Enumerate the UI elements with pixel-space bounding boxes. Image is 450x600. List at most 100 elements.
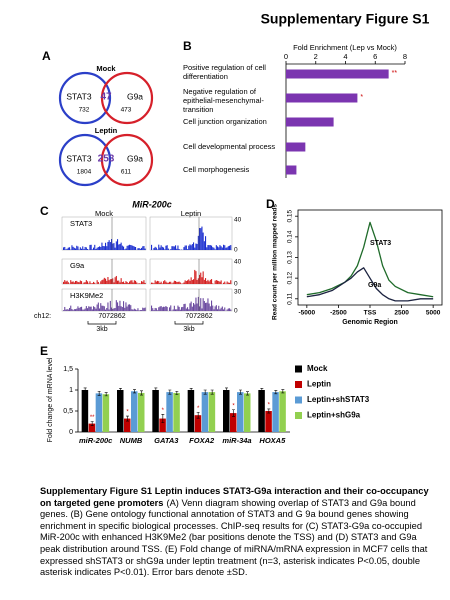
error-bar	[133, 389, 136, 394]
signal	[70, 280, 72, 284]
signal	[90, 244, 92, 250]
signal	[226, 247, 228, 250]
signal	[163, 306, 165, 311]
set-label: STAT3	[66, 91, 91, 101]
signal	[139, 309, 141, 311]
signal	[107, 302, 109, 311]
signal	[96, 280, 98, 284]
bar	[131, 391, 138, 432]
signal	[173, 280, 175, 284]
venn-circle	[58, 71, 112, 125]
signal	[219, 309, 221, 311]
bar	[102, 394, 110, 432]
signal	[190, 277, 192, 284]
signal	[165, 245, 167, 250]
bar	[286, 69, 389, 79]
category-label: Positive regulation of cell differentiat…	[183, 63, 266, 81]
signal	[114, 247, 116, 250]
signal	[71, 245, 73, 250]
signal	[189, 244, 191, 250]
track-frame	[149, 216, 233, 251]
signal	[66, 309, 68, 311]
signal	[77, 306, 79, 311]
signal	[224, 245, 226, 250]
signal	[175, 281, 177, 284]
error-bar	[210, 389, 214, 395]
signal	[218, 247, 220, 250]
signal	[152, 282, 154, 284]
y-tick-label: 1	[69, 387, 73, 394]
signal	[99, 246, 101, 250]
signal	[101, 280, 103, 284]
bar	[88, 423, 96, 432]
signal	[205, 302, 207, 311]
signal	[208, 245, 210, 250]
signal	[133, 308, 135, 311]
signal	[179, 282, 181, 284]
signal	[143, 280, 145, 284]
signal	[209, 245, 211, 250]
signal	[97, 281, 99, 284]
signal	[178, 281, 180, 284]
venn-circle	[100, 71, 154, 125]
signal	[126, 245, 128, 250]
track-name: G9a	[70, 261, 85, 270]
bar	[201, 392, 209, 432]
x-tick-label: FOXA2	[189, 436, 215, 445]
x-tick-label: 5000	[426, 310, 441, 317]
signal	[83, 282, 85, 284]
signal	[203, 301, 205, 311]
signal	[183, 304, 185, 311]
bar	[258, 390, 265, 432]
signal	[199, 228, 201, 250]
signal	[153, 310, 155, 311]
error-bar	[189, 388, 193, 392]
signal	[197, 296, 199, 311]
bar	[159, 418, 166, 432]
signal	[83, 309, 85, 311]
series-label: G9a	[368, 282, 381, 289]
signal	[171, 246, 173, 250]
signal	[226, 281, 228, 284]
signal	[85, 280, 87, 284]
y-tick-label: 0,5	[63, 408, 73, 415]
significance: *	[232, 403, 235, 409]
panel-label: E	[40, 344, 48, 358]
set-count: 732	[79, 107, 90, 114]
signal	[96, 304, 98, 311]
bar	[124, 418, 131, 432]
signal	[144, 248, 146, 250]
signal	[183, 247, 185, 250]
signal	[199, 274, 201, 284]
signal	[113, 308, 115, 311]
signal	[65, 281, 67, 284]
signal	[172, 309, 174, 311]
signal	[225, 247, 227, 250]
signal	[117, 239, 119, 250]
signal	[229, 282, 231, 284]
error-bar	[161, 414, 165, 424]
signal	[141, 247, 143, 250]
signal	[206, 302, 208, 311]
signal	[195, 271, 197, 284]
signal	[102, 305, 104, 311]
error-bar	[154, 387, 158, 393]
bar	[95, 393, 103, 432]
signal	[167, 282, 169, 284]
signal	[218, 305, 220, 311]
signal	[141, 310, 143, 311]
signal	[111, 307, 113, 311]
error-bar	[225, 387, 228, 393]
signal	[119, 282, 121, 284]
signal	[121, 307, 123, 311]
signal	[177, 305, 179, 311]
signal	[67, 282, 69, 284]
signal	[211, 300, 213, 311]
bar	[265, 411, 272, 432]
signal	[108, 309, 110, 311]
signal	[203, 241, 205, 250]
signal	[131, 309, 133, 311]
signal	[184, 280, 186, 284]
legend-label: Leptin+shSTAT3	[307, 395, 370, 404]
significance: *	[126, 410, 129, 416]
